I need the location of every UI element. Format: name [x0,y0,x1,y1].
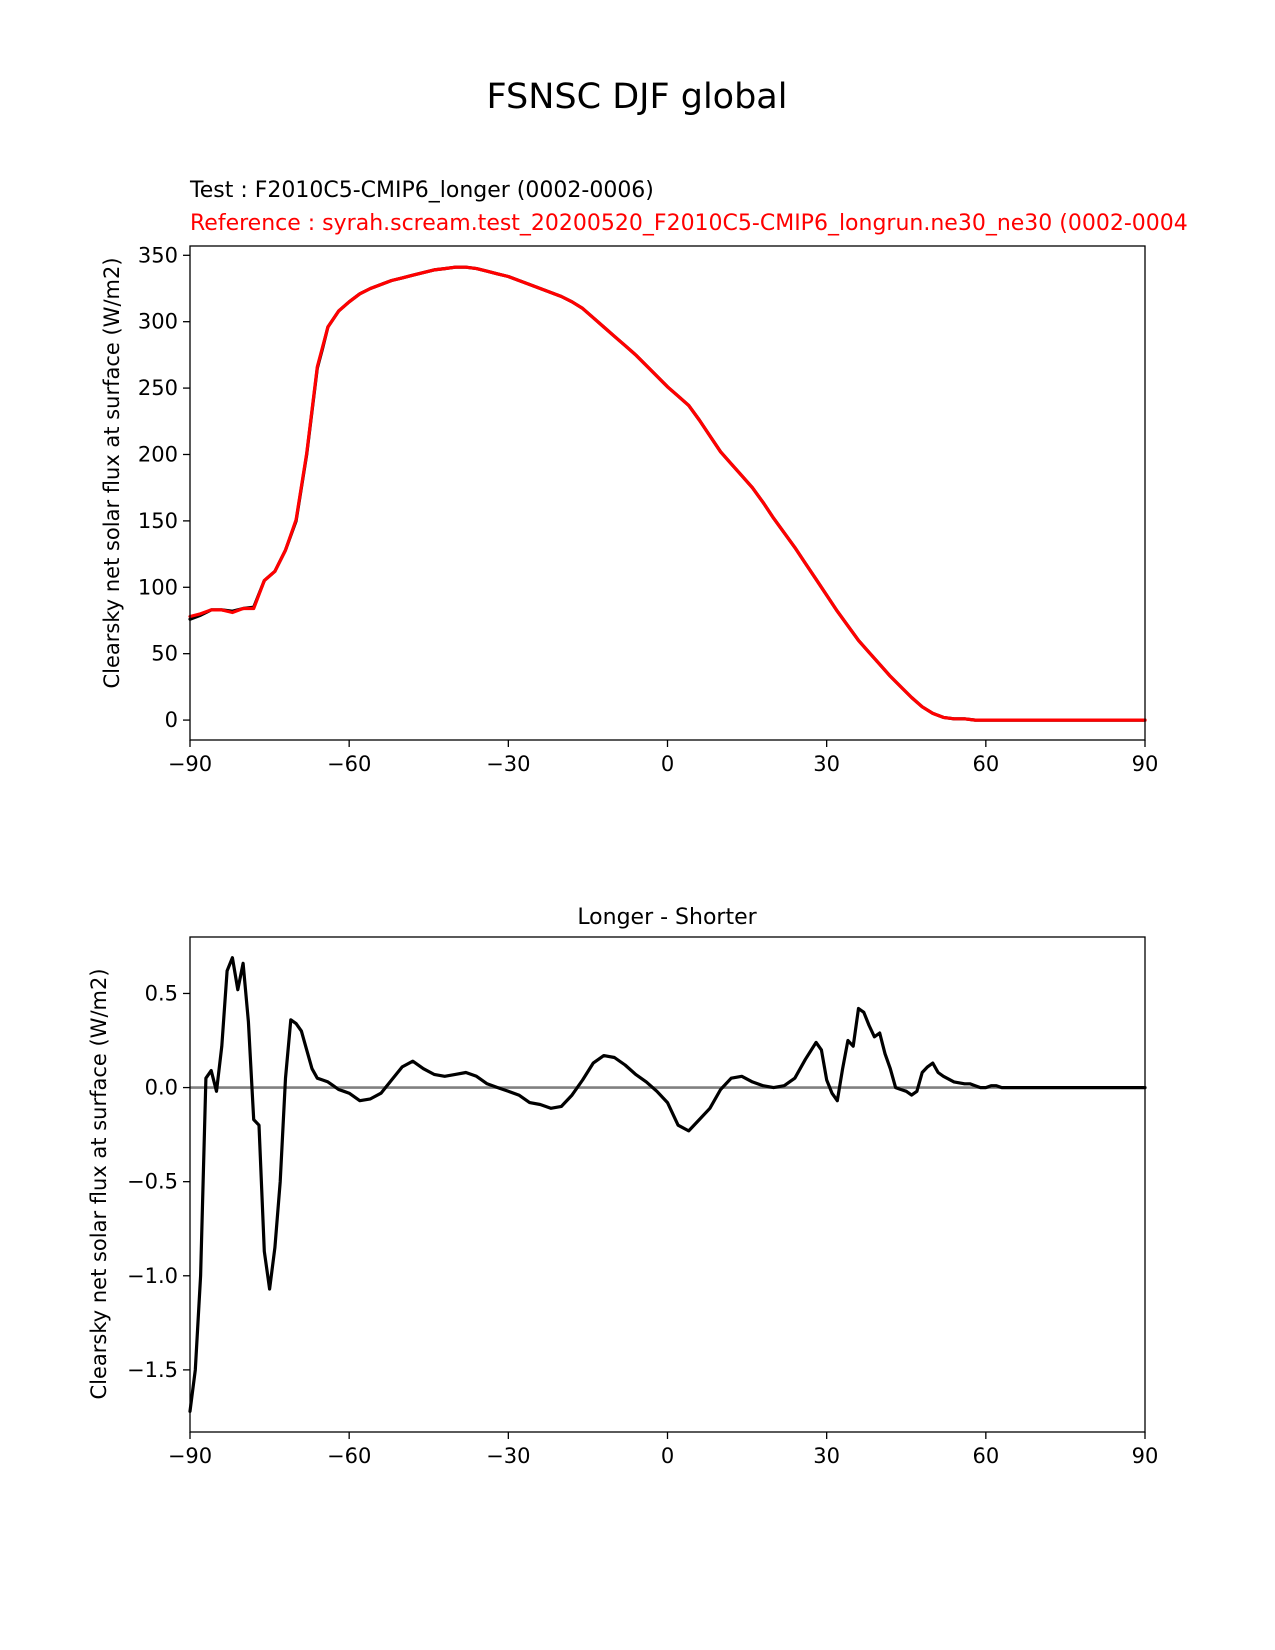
bottom-series-line-0 [188,956,1147,1413]
top-test-label: Test : F2010C5-CMIP6_longer (0002-0006) [189,178,654,203]
bottom-xtick-label: 90 [1132,1444,1159,1468]
top-ytick-label: 0 [165,708,178,732]
top-lines [188,265,1147,722]
bottom-xtick-label: 0 [661,1444,674,1468]
top-xtick-label: 90 [1132,752,1159,776]
top-chart: Test : F2010C5-CMIP6_longer (0002-0006) … [100,178,1188,776]
bottom-ticks: −90 −60 −30 0 30 60 90 −1.5 −1.0 −0.5 0.0 0.5 [127,981,1158,1468]
bottom-title: Longer - Shorter [577,905,757,930]
top-ytick-label: 150 [138,509,178,533]
bottom-xtick-label: −90 [168,1444,212,1468]
bottom-ytick-label: 0.5 [145,981,178,1005]
bottom-axes-frame [189,936,1146,1433]
bottom-ytick-label: −1.5 [127,1358,178,1382]
top-series-line-test [188,265,1147,722]
bottom-lines [188,956,1147,1413]
top-xtick-label: −90 [168,752,212,776]
top-ylabel: Clearsky net solar flux at surface (W/m2… [100,257,124,688]
bottom-xtick-label: 30 [813,1444,840,1468]
top-reference-label: Reference : syrah.scream.test_20200520_F… [190,211,1188,236]
top-xtick-label: −30 [486,752,530,776]
top-ticks: −90 −60 −30 0 30 60 90 0 50 100 150 200 250 300 350 [138,243,1158,776]
bottom-xtick-label: −60 [327,1444,371,1468]
top-xtick-label: −60 [327,752,371,776]
top-ytick-label: 350 [138,243,178,267]
bottom-ytick-label: −1.0 [127,1264,178,1288]
top-ytick-label: 200 [138,442,178,466]
top-ytick-label: 100 [138,575,178,599]
top-series-line-reference [188,265,1147,722]
top-ytick-label: 50 [151,642,178,666]
top-xtick-label: 30 [813,752,840,776]
top-ytick-label: 300 [138,310,178,334]
top-ytick-label: 250 [138,376,178,400]
top-xtick-label: 0 [661,752,674,776]
bottom-ytick-label: −0.5 [127,1170,178,1194]
top-xtick-label: 60 [972,752,999,776]
bottom-xtick-label: −30 [486,1444,530,1468]
bottom-xtick-label: 60 [972,1444,999,1468]
figure-suptitle: FSNSC DJF global [487,77,788,117]
top-axes-frame [189,245,1146,741]
bottom-chart: Longer - Shorter Clearsky net solar flux… [87,905,1158,1468]
bottom-ytick-label: 0.0 [145,1076,178,1100]
bottom-ylabel: Clearsky net solar flux at surface (W/m2… [87,968,111,1399]
